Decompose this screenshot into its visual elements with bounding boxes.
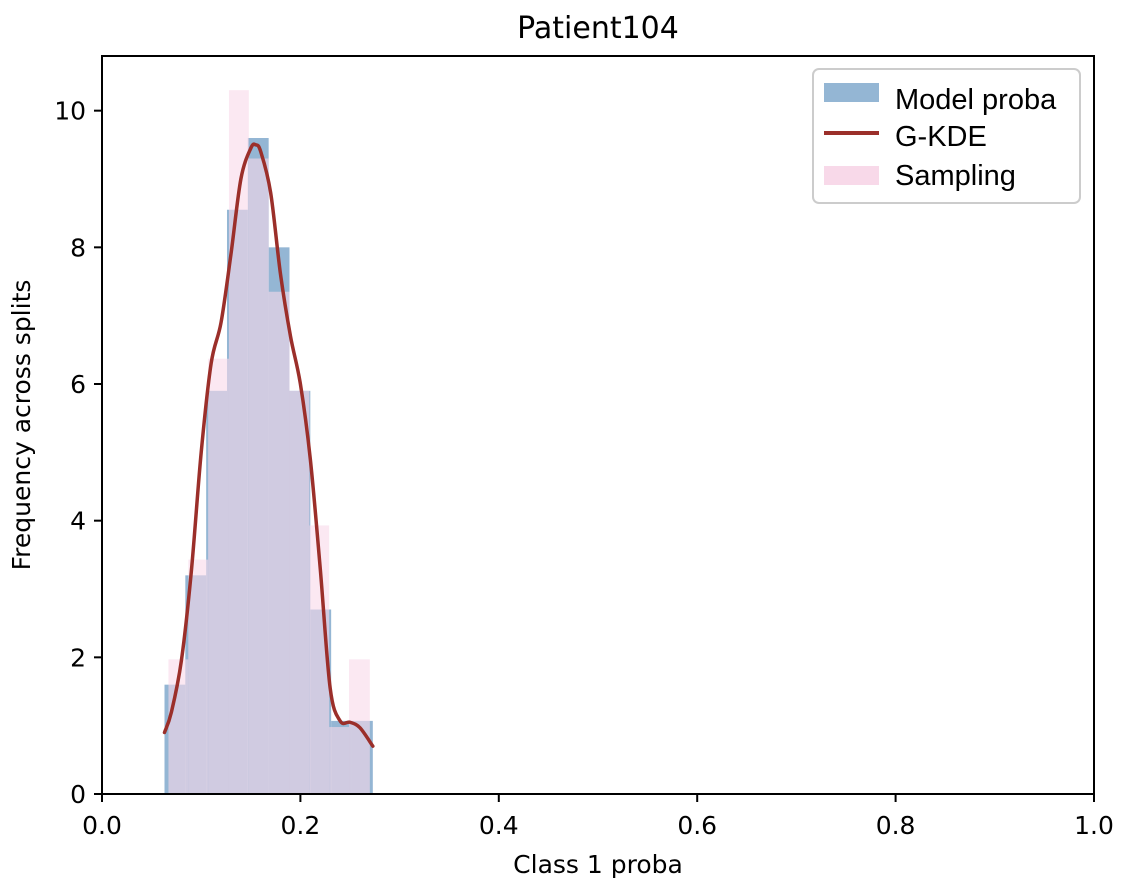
legend-swatch-sampling [824, 166, 879, 185]
legend: Model proba G-KDE Sampling [812, 68, 1081, 204]
x-axis-label: Class 1 proba [513, 850, 683, 879]
x-tick-label: 0.2 [281, 811, 321, 840]
x-tick-label: 1.0 [1074, 811, 1114, 840]
x-tick-label: 0.0 [82, 811, 122, 840]
sampling-bar-4 [248, 158, 269, 794]
legend-label-sampling: Sampling [895, 160, 1016, 192]
y-axis-label: Frequency across splits [7, 280, 36, 571]
axes-frame [101, 55, 1095, 795]
sampling-bar-8 [329, 727, 350, 794]
sampling-bar-1 [188, 559, 209, 794]
x-tick-label: 0.4 [479, 811, 519, 840]
legend-box [812, 68, 1081, 204]
y-tick-label: 0 [70, 780, 86, 809]
y-tick-label: 2 [70, 643, 86, 672]
y-tick-label: 4 [70, 507, 86, 536]
sampling-bar-7 [309, 525, 330, 794]
sampling-bar-3 [228, 90, 249, 794]
sampling-bar-2 [208, 358, 229, 794]
y-tick-label: 10 [54, 97, 86, 126]
axis-ticks: 0.0 0.2 0.4 0.6 0.8 1.0 0 2 4 6 8 10 [54, 97, 1114, 840]
legend-swatch-model-proba [824, 83, 879, 102]
sampling-bar-0 [168, 659, 189, 794]
legend-label-model-proba: Model proba [895, 84, 1057, 116]
chart-title: Patient104 [517, 11, 679, 46]
y-tick-label: 8 [70, 233, 86, 262]
x-tick-label: 0.8 [876, 811, 916, 840]
legend-label-g-kde: G-KDE [895, 121, 987, 153]
plot-area [162, 90, 375, 795]
sampling-bar-5 [268, 291, 290, 794]
y-tick-label: 6 [70, 370, 86, 399]
sampling-bar-6 [289, 390, 310, 794]
x-tick-label: 0.6 [677, 811, 717, 840]
g-kde-curve [162, 142, 375, 748]
